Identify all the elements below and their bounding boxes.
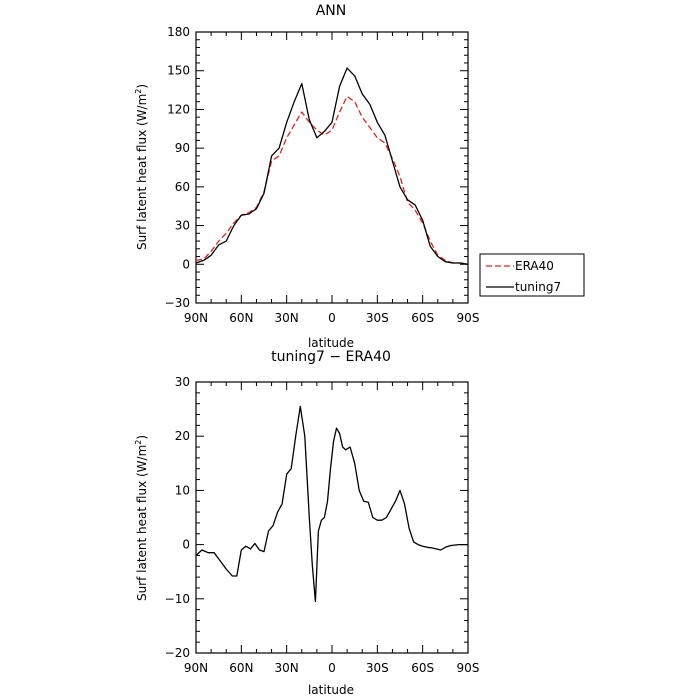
bottom-title: tuning7 − ERA40 [271, 349, 391, 365]
top-y-tick-label: 120 [167, 102, 190, 116]
bottom-plot-frame [196, 382, 468, 653]
bottom-x-tick-label: 30S [366, 661, 389, 675]
top-x-tick-label: 60N [229, 311, 253, 325]
bottom-x-axis-label: latitude [308, 683, 354, 697]
top-y-tick-label: 180 [167, 25, 190, 39]
bottom-y-tick-label: 0 [182, 538, 190, 552]
top-x-tick-label: 30N [275, 311, 299, 325]
bottom-panel: tuning7 − ERA40 90N 60N 30N 0 30S 60S 90S −20 −1… [134, 349, 479, 697]
bottom-x-tick-label: 0 [328, 661, 336, 675]
top-y-tick-label: 0 [182, 257, 190, 271]
top-y-tick-label: 90 [175, 141, 190, 155]
top-x-tick-label: 0 [328, 311, 336, 325]
top-y-tick-label: −30 [165, 296, 190, 310]
top-y-axis-label: Surf latent heat flux (W/m2) [134, 84, 149, 250]
legend: ERA40 tuning7 [480, 254, 584, 296]
bottom-y-tick-label: −10 [165, 592, 190, 606]
bottom-x-tick-label: 90N [184, 661, 208, 675]
top-y-tick-label: 60 [175, 180, 190, 194]
bottom-x-tick-label: 60N [229, 661, 253, 675]
top-series-tuning7-line [196, 68, 468, 264]
bottom-y-tick-label: −20 [165, 646, 190, 660]
top-x-tick-label: 30S [366, 311, 389, 325]
bottom-series-tuning7-line [196, 406, 468, 601]
bottom-y-tick-label: 10 [175, 483, 190, 497]
legend-era40-label: ERA40 [515, 259, 554, 273]
top-plot-frame [196, 32, 468, 303]
top-x-tick-label: 60S [411, 311, 434, 325]
top-y-tick-label: 30 [175, 219, 190, 233]
top-panel: ANN 90N 60N 30N 0 30S 60S 90S −30 0 30 60 90 120 150 1… [134, 3, 479, 350]
top-x-tick-label: 90S [457, 311, 480, 325]
top-y-tick-label: 150 [167, 64, 190, 78]
bottom-y-axis-label: Surf latent heat flux (W/m2) [134, 435, 149, 601]
top-title: ANN [316, 3, 347, 19]
top-x-axis-label: latitude [308, 336, 354, 350]
bottom-x-tick-label: 90S [457, 661, 480, 675]
bottom-y-tick-label: 30 [175, 375, 190, 389]
bottom-x-tick-label: 60S [411, 661, 434, 675]
bottom-x-tick-label: 30N [275, 661, 299, 675]
legend-tuning7-label: tuning7 [515, 280, 561, 294]
bottom-y-tick-label: 20 [175, 429, 190, 443]
top-x-tick-label: 90N [184, 311, 208, 325]
